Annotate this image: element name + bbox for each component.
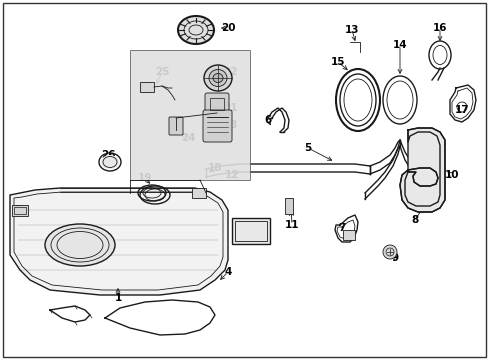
Bar — [235, 221, 266, 241]
Text: 21: 21 — [223, 103, 237, 113]
Ellipse shape — [45, 224, 115, 266]
Text: 25: 25 — [154, 67, 169, 77]
Text: 8: 8 — [410, 215, 418, 225]
Ellipse shape — [101, 155, 119, 169]
FancyBboxPatch shape — [204, 93, 228, 115]
Text: 18: 18 — [207, 163, 222, 173]
Bar — [130, 50, 249, 180]
Bar — [14, 207, 26, 214]
Text: 26: 26 — [101, 150, 115, 160]
Text: 22: 22 — [223, 67, 237, 77]
Circle shape — [382, 245, 396, 259]
FancyBboxPatch shape — [203, 110, 231, 142]
Bar — [285, 198, 292, 214]
Text: 10: 10 — [444, 170, 458, 180]
Text: 6: 6 — [264, 115, 271, 125]
Polygon shape — [10, 188, 227, 295]
Text: 9: 9 — [390, 253, 398, 263]
Text: 20: 20 — [220, 23, 235, 33]
Ellipse shape — [178, 16, 214, 44]
Ellipse shape — [213, 73, 223, 82]
FancyBboxPatch shape — [169, 117, 183, 135]
Text: 7: 7 — [338, 223, 345, 233]
Text: 1: 1 — [114, 293, 122, 303]
Polygon shape — [399, 128, 444, 212]
Text: 19: 19 — [138, 173, 152, 183]
Text: 16: 16 — [432, 23, 447, 33]
Text: 23: 23 — [223, 120, 237, 130]
Ellipse shape — [208, 69, 226, 86]
Text: 5: 5 — [304, 143, 311, 153]
Text: 24: 24 — [181, 133, 195, 143]
Text: 11: 11 — [284, 220, 299, 230]
Bar — [12, 205, 28, 216]
Text: 3: 3 — [244, 223, 251, 233]
Text: 13: 13 — [344, 25, 359, 35]
Text: 17: 17 — [454, 105, 468, 115]
Bar — [209, 98, 224, 110]
Bar — [140, 82, 154, 92]
Text: 4: 4 — [224, 267, 231, 277]
Text: 2: 2 — [14, 205, 21, 215]
Bar — [342, 230, 354, 240]
Text: 14: 14 — [392, 40, 407, 50]
Ellipse shape — [203, 65, 231, 91]
Bar — [231, 218, 269, 244]
Bar — [192, 188, 205, 198]
Text: 15: 15 — [330, 57, 345, 67]
Text: 12: 12 — [224, 170, 239, 180]
